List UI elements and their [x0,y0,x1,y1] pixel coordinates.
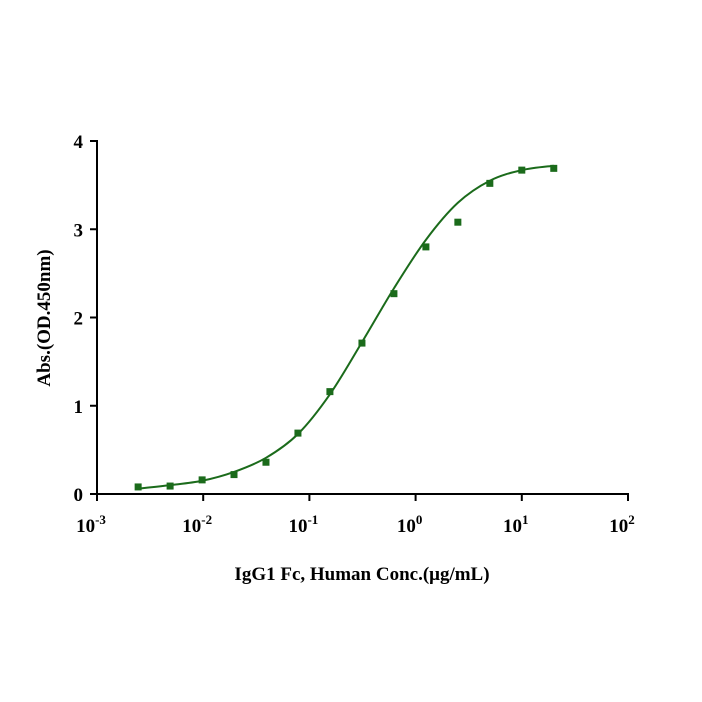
data-point [166,482,174,490]
x-tick-exponent: -3 [95,512,106,527]
data-point [262,458,270,466]
fit-curve [138,164,554,490]
x-tick-label: 102 [609,512,635,537]
y-axis-title: Abs.(OD.450nm) [34,249,55,386]
x-tick-base: 10 [76,516,95,537]
x-tick-exponent: 1 [522,512,529,527]
data-point [326,388,334,396]
x-tick-label: 10-2 [182,512,212,537]
y-tick-label: 2 [74,309,84,330]
x-tick-exponent: -1 [307,512,318,527]
x-tick-label: 10-1 [288,512,318,537]
x-tick-label: 101 [503,512,529,537]
x-tick-exponent: 0 [416,512,423,527]
data-point [358,339,366,347]
x-tick-base: 10 [503,516,522,537]
y-tick-label: 4 [74,132,84,153]
x-tick-label: 100 [397,512,423,537]
y-tick-label: 1 [74,397,84,418]
data-point [550,164,558,172]
y-tick-label: 3 [74,220,84,241]
data-point [486,179,494,187]
data-point [198,476,206,484]
data-point [518,166,526,174]
x-tick-exponent: -2 [201,512,212,527]
data-point [230,471,238,479]
data-point [390,290,398,298]
x-tick-exponent: 2 [628,512,635,527]
data-point [422,243,430,251]
x-tick-base: 10 [182,516,201,537]
x-tick-base: 10 [288,516,307,537]
x-axis-title: IgG1 Fc, Human Conc.(μg/mL) [234,564,489,585]
x-tick-label: 10-3 [76,512,106,537]
data-point [294,429,302,437]
y-tick-label: 0 [74,485,84,506]
x-tick-base: 10 [397,516,416,537]
data-point [134,483,142,491]
data-point [454,218,462,226]
x-tick-base: 10 [609,516,628,537]
